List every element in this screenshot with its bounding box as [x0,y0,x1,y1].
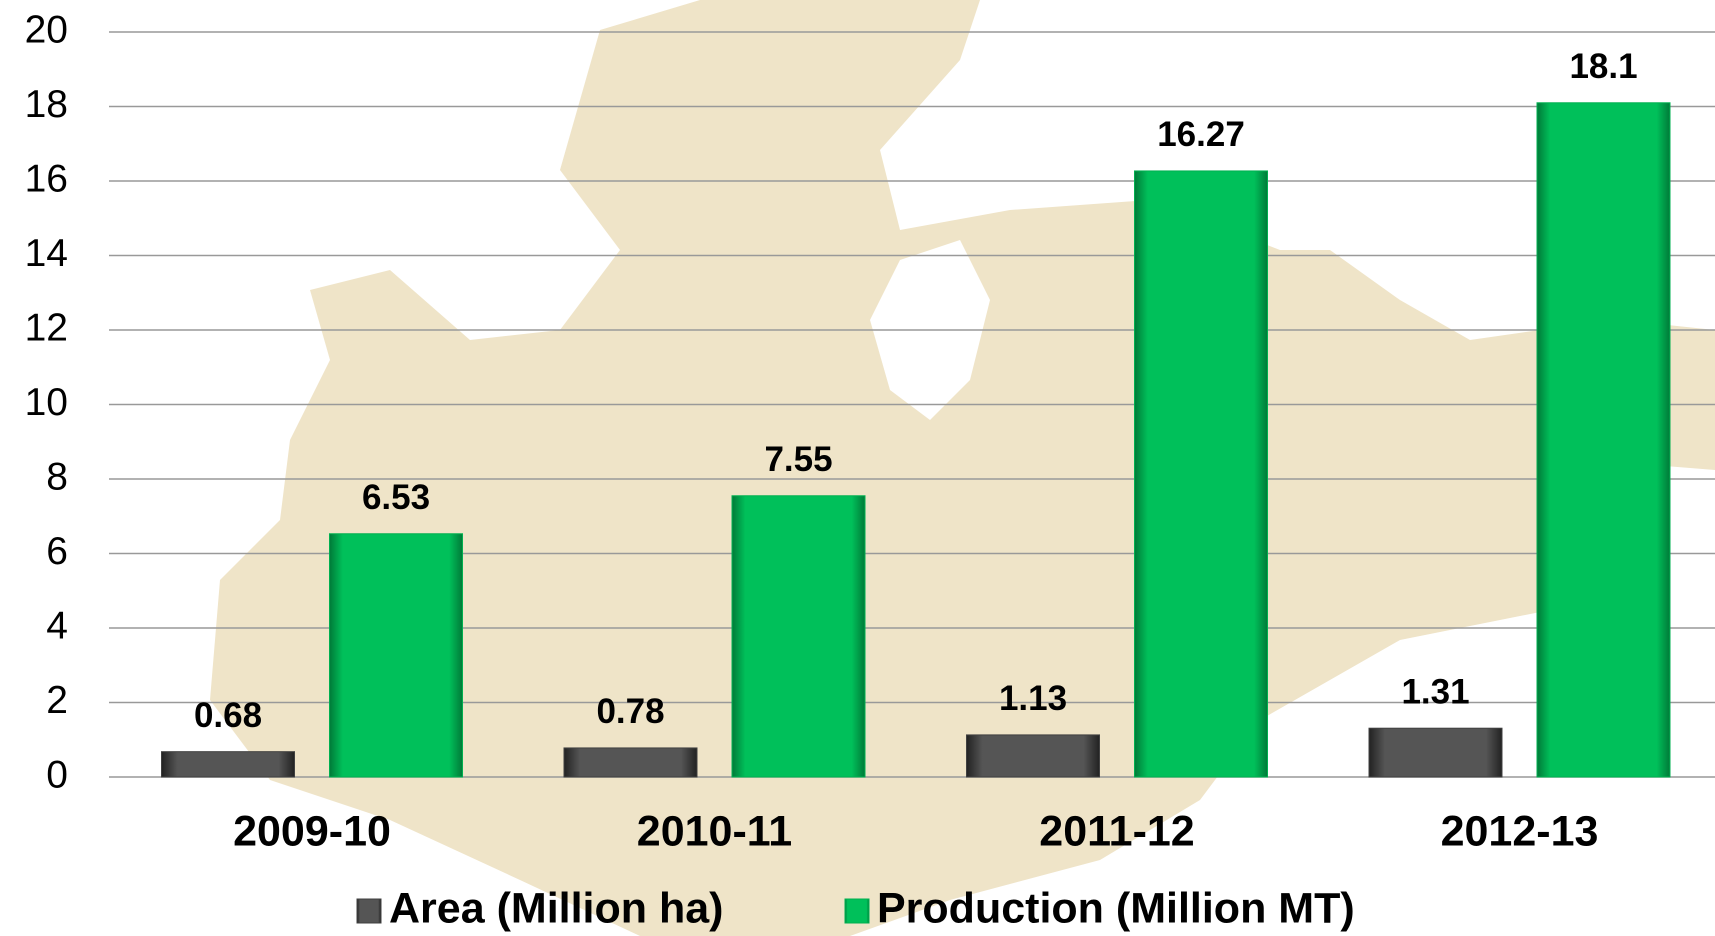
y-tick-label: 10 [25,381,68,424]
y-tick-label: 16 [25,157,68,200]
y-tick-label: 18 [25,83,68,126]
bar [161,751,295,778]
legend-label: Area (Million ha) [389,884,723,932]
bar [563,747,698,778]
y-tick-label: 6 [46,530,68,573]
y-tick-label: 14 [25,232,68,275]
legend-swatch [844,898,870,924]
value-label: 18.1 [1569,47,1637,86]
value-label: 6.53 [362,478,430,517]
bar [1368,727,1503,778]
y-tick-label: 8 [46,455,68,498]
value-label: 0.68 [194,696,262,735]
y-tick-label: 12 [25,306,68,349]
y-tick-label: 2 [46,679,68,722]
legend-label: Production (Million MT) [877,884,1355,932]
value-label: 16.27 [1157,115,1245,154]
value-label: 0.78 [596,692,664,731]
y-tick-label: 4 [46,604,68,647]
x-tick-label: 2009-10 [233,807,391,855]
x-tick-label: 2011-12 [1039,807,1194,855]
value-label: 7.55 [764,440,832,479]
background-map [210,0,1715,936]
legend-swatch [356,898,382,924]
x-tick-label: 2010-11 [637,807,792,855]
bar [1536,102,1671,778]
bar [329,533,463,778]
bar [731,495,866,778]
x-tick-label: 2012-13 [1441,807,1599,855]
bar [1134,170,1268,778]
y-tick-label: 20 [25,8,68,51]
value-label: 1.31 [1401,672,1469,711]
y-tick-label: 0 [46,753,68,796]
value-label: 1.13 [999,679,1067,718]
bar [966,734,1100,778]
